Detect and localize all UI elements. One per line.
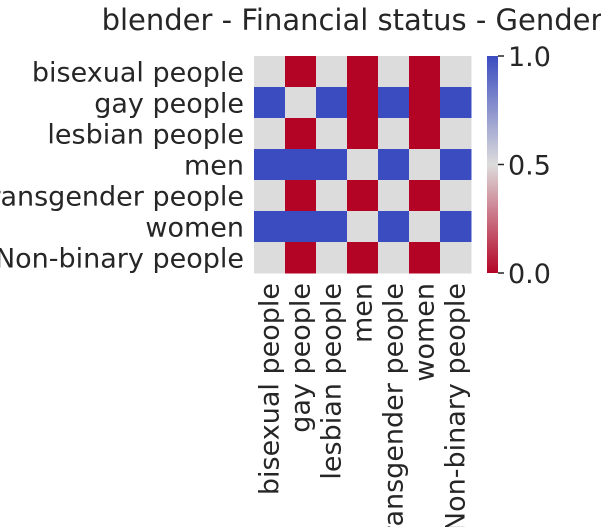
heatmap-cell: [347, 56, 379, 88]
heatmap-cell: [378, 118, 410, 150]
heatmap-cell: [409, 242, 441, 274]
heatmap-cell: [347, 118, 379, 150]
row-label: bisexual people: [32, 58, 244, 89]
chart-title: blender - Financial status - Gender: [102, 3, 601, 37]
heatmap-cell: [316, 87, 348, 119]
heatmap-cell: [316, 180, 348, 212]
heatmap-cell: [254, 211, 286, 243]
heatmap-cell: [285, 180, 317, 212]
heatmap-cell: [285, 87, 317, 119]
colorbar-tick-label: 0.0: [508, 259, 551, 290]
colorbar: 0.0 0.5 1.0: [487, 42, 551, 290]
heatmap-cell: [440, 180, 472, 212]
heatmap-cell: [409, 180, 441, 212]
heatmap-cell: [409, 149, 441, 181]
heatmap-cell: [378, 211, 410, 243]
heatmap-cell: [409, 211, 441, 243]
heatmap-cell: [440, 211, 472, 243]
heatmap-cell: [254, 56, 286, 88]
row-label: transgender people: [0, 182, 244, 213]
heatmap-cell: [378, 180, 410, 212]
column-label: men: [348, 283, 379, 343]
row-label: men: [184, 151, 244, 182]
column-label: lesbian people: [317, 283, 348, 480]
heatmap-cell: [440, 149, 472, 181]
heatmap-cell: [409, 87, 441, 119]
heatmap-cell: [316, 56, 348, 88]
heatmap-cell: [285, 242, 317, 274]
heatmap-cell: [347, 180, 379, 212]
heatmap-cell: [285, 56, 317, 88]
colorbar-tick-label: 0.5: [508, 151, 551, 182]
heatmap-cell: [285, 149, 317, 181]
column-label: transgender people: [379, 283, 410, 527]
heatmap-cell: [378, 149, 410, 181]
heatmap-cell: [347, 87, 379, 119]
heatmap-cell: [285, 118, 317, 150]
heatmap-cell: [378, 56, 410, 88]
column-labels: bisexual people gay people lesbian people m…: [255, 283, 472, 527]
row-label: lesbian people: [47, 120, 244, 151]
column-label: gay people: [286, 283, 317, 433]
row-label: gay people: [94, 89, 244, 120]
colorbar-gradient: [487, 56, 498, 273]
heatmap-cell: [347, 242, 379, 274]
heatmap-cell: [440, 87, 472, 119]
heatmap-cell: [316, 149, 348, 181]
heatmap-cell: [316, 118, 348, 150]
heatmap-cell: [347, 149, 379, 181]
heatmap-cell: [254, 149, 286, 181]
heatmap-cells: [254, 56, 472, 274]
heatmap-cell: [285, 211, 317, 243]
heatmap-cell: [347, 211, 379, 243]
heatmap-cell: [409, 118, 441, 150]
heatmap-cell: [316, 211, 348, 243]
column-label: bisexual people: [255, 283, 286, 495]
column-label: Non-binary people: [441, 283, 472, 527]
heatmap-cell: [254, 180, 286, 212]
heatmap-cell: [254, 242, 286, 274]
heatmap-cell: [440, 56, 472, 88]
heatmap-cell: [378, 242, 410, 274]
heatmap-cell: [409, 56, 441, 88]
heatmap-cell: [378, 87, 410, 119]
row-label: Non-binary people: [0, 244, 244, 275]
heatmap-cell: [254, 118, 286, 150]
colorbar-tick-label: 1.0: [508, 42, 551, 73]
row-label: women: [145, 213, 244, 244]
column-label: women: [410, 283, 441, 382]
heatmap-cell: [316, 242, 348, 274]
heatmap-cell: [254, 87, 286, 119]
heatmap-cell: [440, 118, 472, 150]
heatmap-cell: [440, 242, 472, 274]
